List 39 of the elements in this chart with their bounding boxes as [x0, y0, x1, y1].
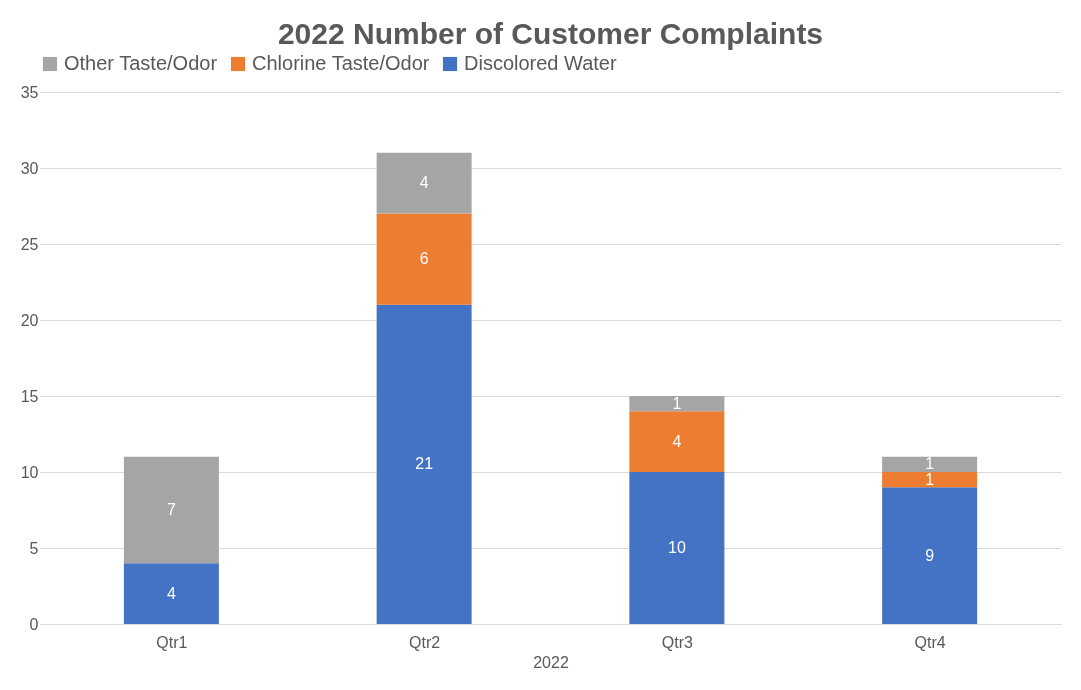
legend-label: Discolored Water [464, 52, 617, 74]
data-label: 9 [925, 546, 935, 564]
bar [376, 152, 472, 214]
data-label: 6 [419, 250, 429, 268]
bar [882, 456, 978, 472]
bar [882, 487, 978, 624]
legend-label: Chlorine Taste/Odor [252, 52, 430, 74]
data-label: 7 [166, 501, 176, 518]
x-tick-label: Qtr3 [661, 633, 694, 651]
data-label: 4 [419, 174, 429, 192]
y-tick-label: 5 [29, 539, 39, 557]
y-tick-label: 0 [29, 615, 39, 633]
data-label: 1 [672, 394, 682, 412]
chart-title: 2022 Number of Customer Complaints [277, 17, 824, 50]
y-tick-label: 15 [20, 387, 39, 405]
x-tick-label: Qtr4 [914, 633, 946, 651]
y-tick-label: 35 [20, 83, 39, 101]
x-tick-label: Qtr2 [409, 633, 441, 651]
y-tick-label: 25 [20, 235, 39, 253]
y-tick-label: 20 [20, 311, 39, 329]
data-label: 4 [166, 584, 176, 602]
data-label: 10 [667, 539, 686, 556]
y-tick-label: 10 [20, 463, 39, 481]
bar [629, 411, 725, 472]
bar [376, 304, 472, 624]
bar [629, 396, 725, 412]
bar [123, 456, 219, 564]
bar [376, 213, 472, 305]
bar [629, 472, 725, 624]
data-label: 4 [672, 432, 682, 450]
data-label: 1 [925, 455, 935, 473]
data-label: 21 [415, 455, 434, 473]
legend-label: Other Taste/Odor [64, 52, 218, 74]
data-label: 1 [925, 470, 935, 488]
x-tick-label: Qtr1 [156, 633, 188, 651]
y-tick-label: 30 [20, 159, 39, 177]
bar [882, 472, 978, 488]
bar [123, 563, 219, 624]
x-axis-title: 2022 [533, 653, 569, 671]
